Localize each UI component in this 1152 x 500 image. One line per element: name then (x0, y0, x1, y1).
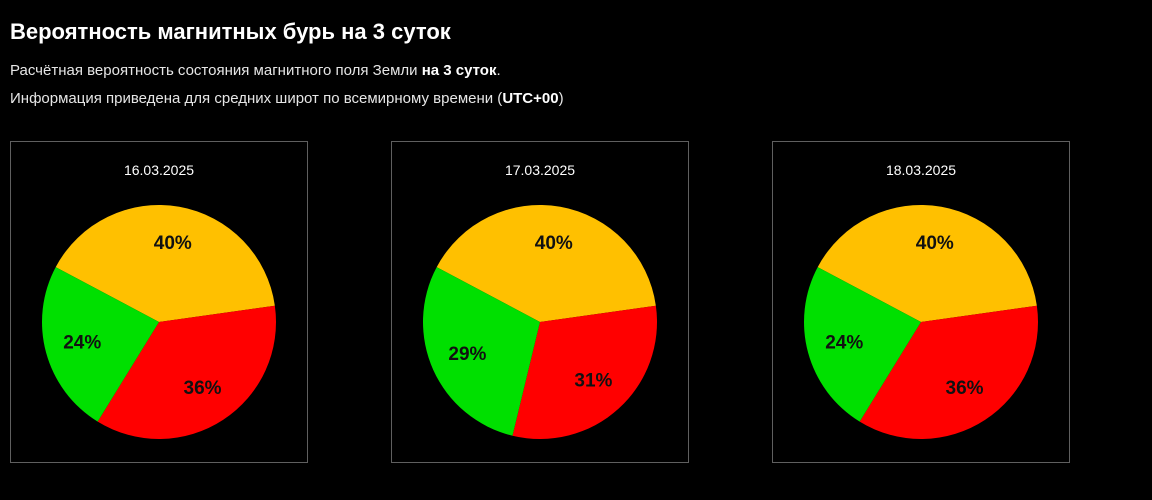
pie-slice (436, 205, 656, 322)
pie-slice (817, 205, 1037, 322)
slice-label: 29% (448, 344, 486, 365)
pie-chart-day-2: 40% 31% 29% (423, 205, 657, 439)
description-line-1: Расчётная вероятность состояния магнитно… (10, 62, 501, 80)
slice-label: 36% (184, 378, 222, 399)
slice-label: 36% (946, 378, 984, 399)
description-line-2: Информация приведена для средних широт п… (10, 90, 564, 108)
pie-slice (512, 305, 657, 439)
pie-chart-day-3: 40% 36% 24% (804, 205, 1038, 439)
pie-slice (42, 267, 159, 422)
slice-label: 24% (825, 332, 863, 353)
slice-label: 31% (574, 370, 612, 391)
pie-slice (804, 267, 921, 422)
page-title: Вероятность магнитных бурь на 3 суток (10, 19, 451, 44)
description-line-1-bold: на 3 суток (421, 62, 497, 79)
slice-label: 40% (535, 233, 573, 254)
forecast-panel-day-1: 16.03.2025 40% 36% 24% (10, 141, 308, 463)
forecast-panel-day-2: 17.03.2025 40% 31% 29% (391, 141, 689, 463)
description-line-2-bold: UTC+00 (502, 90, 559, 107)
forecast-date: 16.03.2025 (123, 162, 195, 178)
pie-chart-day-1: 40% 36% 24% (42, 205, 276, 439)
slice-label: 40% (916, 233, 954, 254)
forecast-date: 17.03.2025 (504, 162, 576, 178)
pie-slice (97, 305, 276, 439)
pie-slice (55, 205, 275, 322)
description-line-1-text: Расчётная вероятность состояния магнитно… (10, 62, 422, 79)
slice-label: 24% (63, 332, 101, 353)
slice-label: 40% (154, 233, 192, 254)
description-line-2-end: ) (558, 90, 564, 107)
forecast-date: 18.03.2025 (885, 162, 957, 178)
description-line-1-end: . (496, 62, 501, 79)
forecast-panel-day-3: 18.03.2025 40% 36% 24% (772, 141, 1070, 463)
description-line-2-text: Информация приведена для средних широт п… (10, 90, 503, 107)
pie-slice (423, 267, 540, 436)
pie-slice (859, 305, 1038, 439)
